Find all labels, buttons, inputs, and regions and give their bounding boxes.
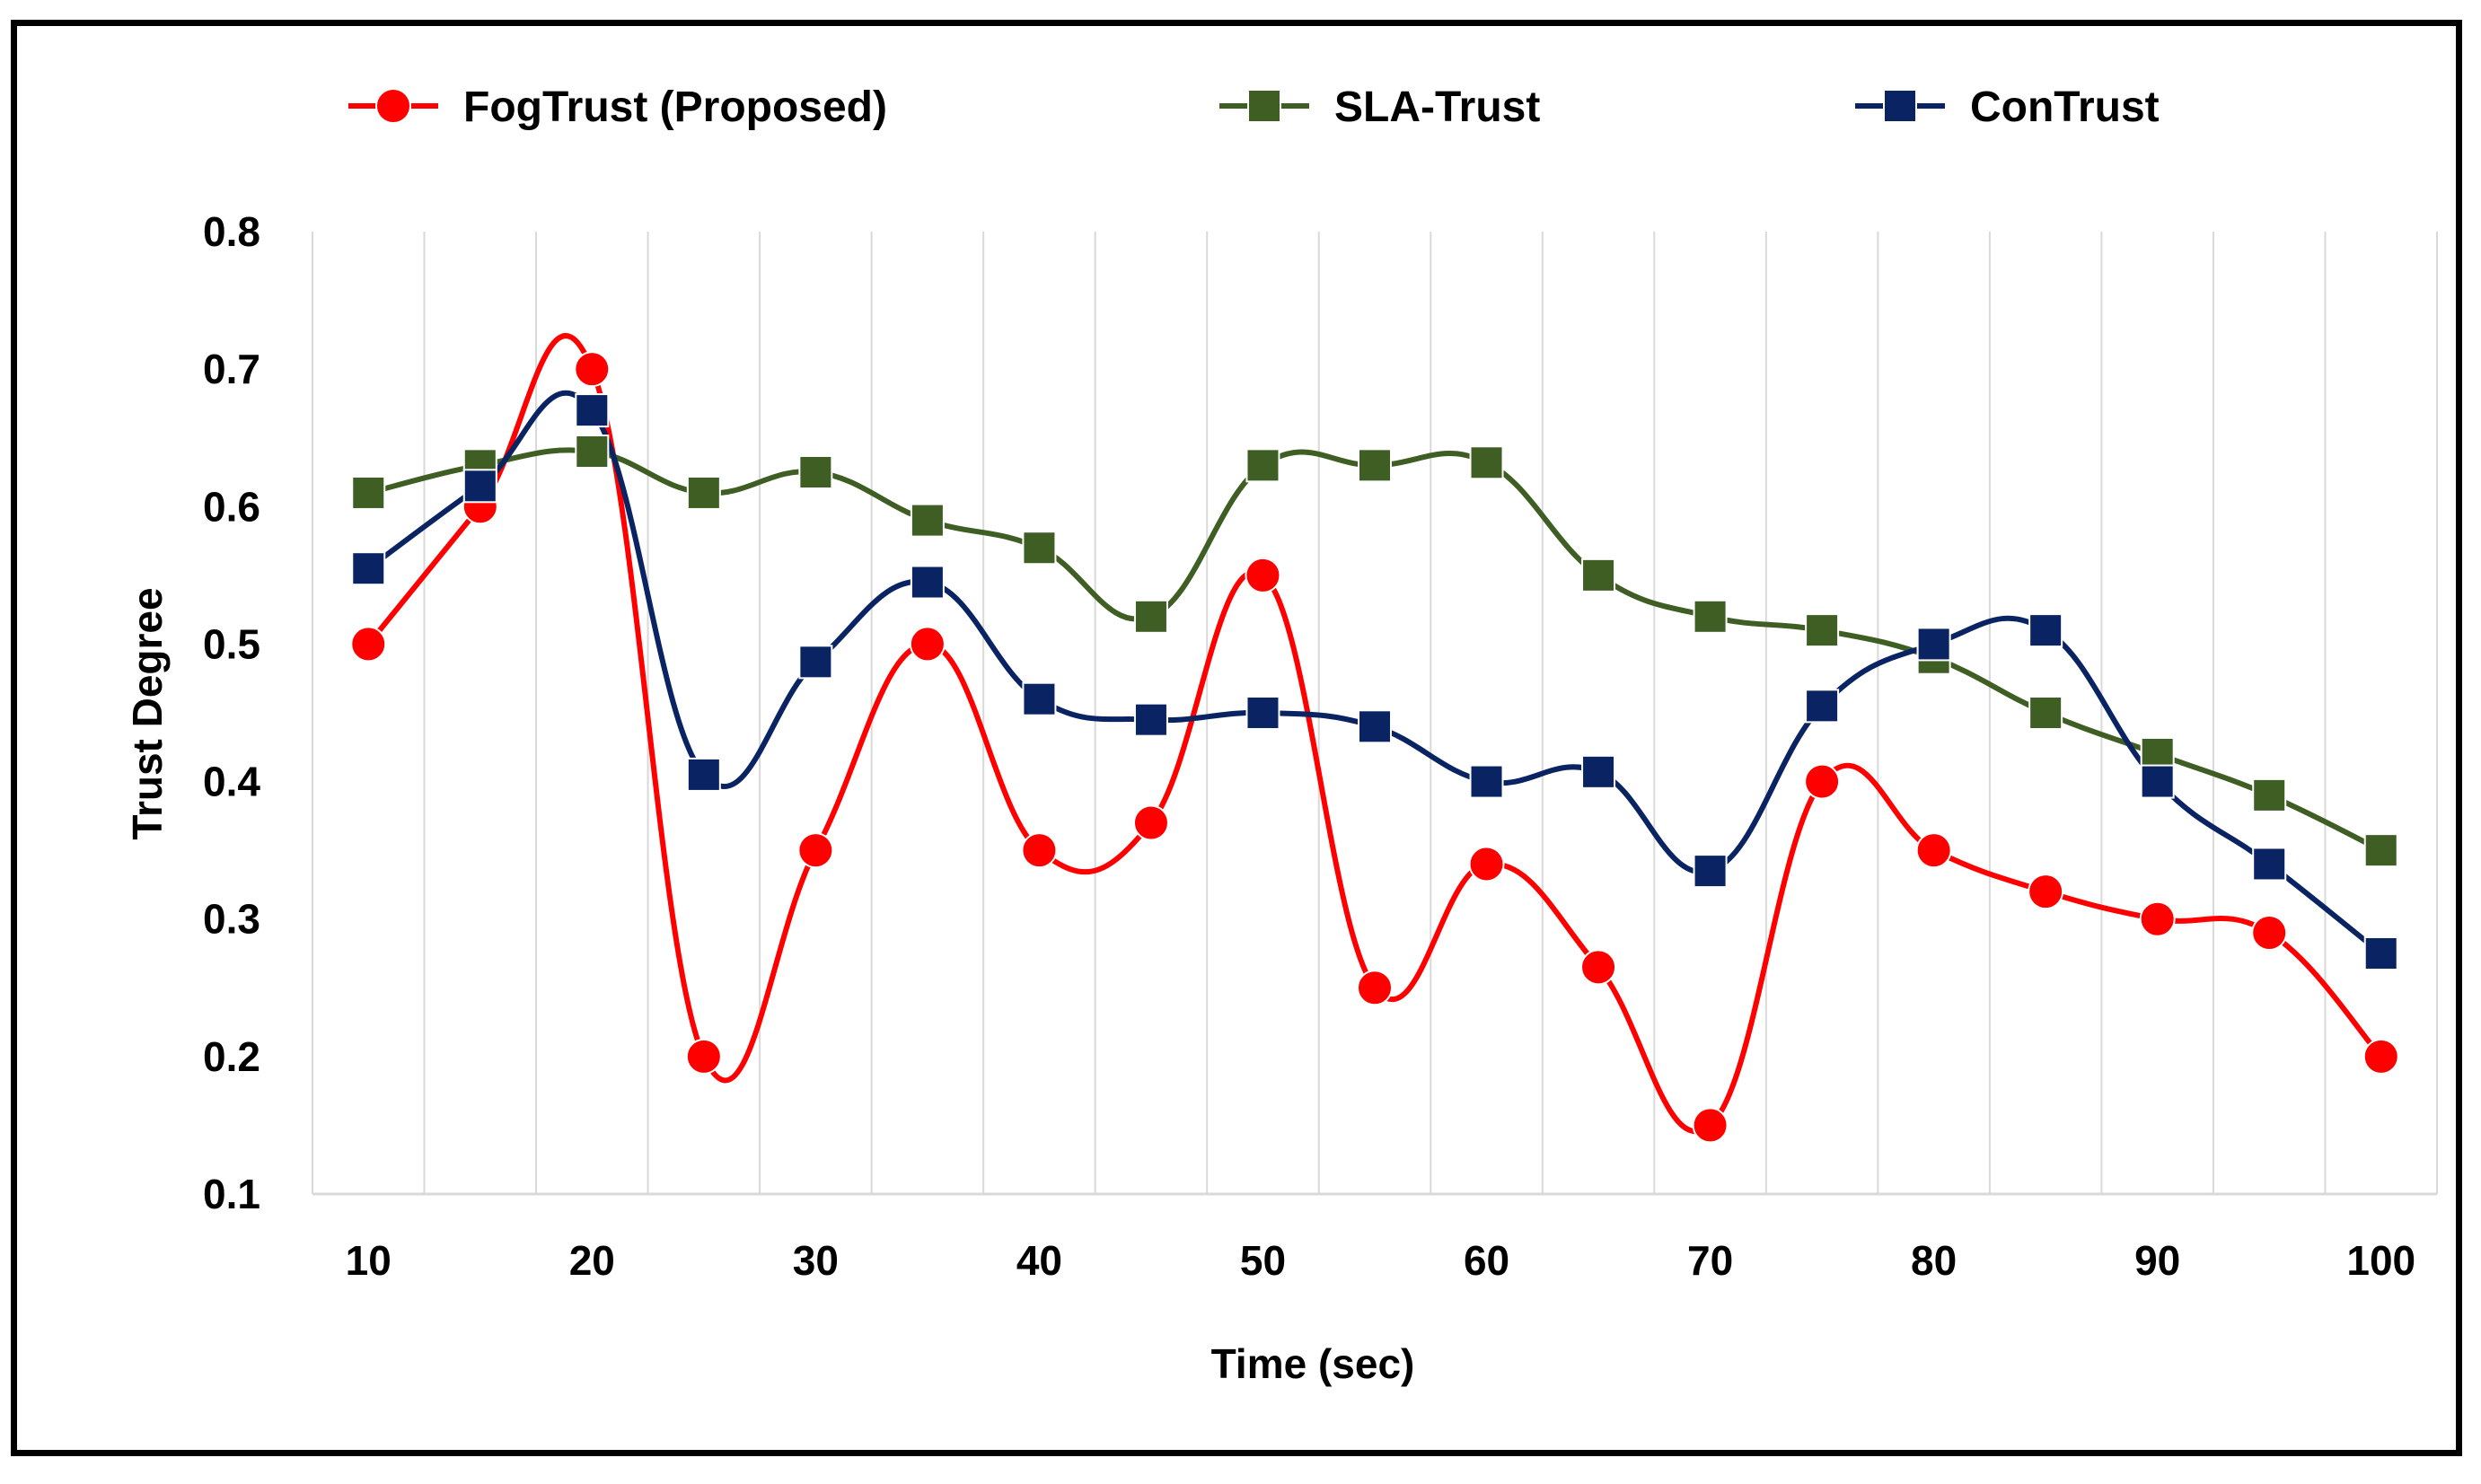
x-tick-label: 100	[2346, 1237, 2415, 1284]
data-point-series-2	[2140, 764, 2175, 799]
data-point-series-1	[575, 435, 610, 470]
data-point-series-1	[2028, 696, 2063, 730]
x-tick-label: 80	[1911, 1237, 1957, 1284]
y-tick-label: 0.7	[203, 346, 260, 392]
y-tick-label: 0.6	[203, 483, 260, 530]
x-tick-label: 60	[1464, 1237, 1509, 1284]
data-point-series-0	[1245, 557, 1281, 593]
data-point-series-2	[1245, 696, 1280, 730]
x-tick-label: 40	[1016, 1237, 1062, 1284]
data-point-series-2	[798, 645, 833, 680]
x-axis-title: Time (sec)	[1211, 1340, 1415, 1387]
x-tick-label: 70	[1687, 1237, 1733, 1284]
data-point-series-2	[575, 393, 610, 428]
x-tick-label: 10	[346, 1237, 392, 1284]
data-point-series-2	[686, 757, 721, 792]
data-point-series-1	[1469, 445, 1504, 480]
data-point-series-1	[686, 475, 721, 510]
axes: 0.1 0.2 0.3 0.4 0.5 0.6 0.7 0.8 10 20 30 40 50 60 70 80…	[203, 208, 2437, 1284]
data-point-series-0	[1021, 832, 1058, 869]
data-point-series-0	[350, 626, 387, 663]
data-point-series-2	[2028, 613, 2063, 648]
data-point-series-2	[1805, 689, 1840, 724]
data-point-series-2	[1022, 681, 1057, 716]
series-line-1	[365, 447, 2384, 854]
y-tick-label: 0.5	[203, 620, 260, 667]
data-point-series-0	[909, 626, 946, 663]
legend-label: ConTrust	[1970, 83, 2160, 131]
legend-label: SLA-Trust	[1334, 83, 1540, 131]
legend-label: FogTrust (Proposed)	[463, 83, 887, 131]
data-point-series-0	[1804, 763, 1841, 800]
data-point-series-0	[574, 351, 611, 388]
data-point-series-1	[798, 455, 833, 489]
data-point-series-0	[1692, 1107, 1729, 1144]
data-point-series-2	[1581, 754, 1616, 789]
data-point-series-1	[351, 475, 386, 510]
data-point-series-2	[1469, 764, 1504, 799]
y-axis-title: Trust Degree	[124, 587, 171, 839]
data-point-series-2	[1916, 627, 1951, 662]
data-point-series-1	[1245, 448, 1280, 483]
data-point-series-2	[910, 565, 945, 600]
data-point-series-2	[1358, 709, 1392, 744]
y-tick-label: 0.2	[203, 1033, 260, 1080]
data-point-series-2	[1693, 854, 1728, 889]
data-point-series-0	[2028, 874, 2064, 910]
y-tick-label: 0.3	[203, 896, 260, 943]
y-tick-label: 0.8	[203, 208, 260, 255]
data-point-series-0	[1468, 846, 1505, 882]
data-point-series-0	[1915, 832, 1952, 869]
series-markers	[350, 351, 2399, 1144]
data-point-series-0	[2251, 915, 2288, 952]
data-point-series-2	[2363, 936, 2398, 970]
data-point-series-1	[2363, 833, 2398, 868]
data-point-series-1	[1581, 558, 1616, 593]
data-point-series-0	[1580, 949, 1617, 986]
legend-marker	[375, 88, 411, 124]
data-point-series-0	[1357, 970, 1393, 1006]
data-point-series-2	[351, 551, 386, 586]
data-point-series-2	[1133, 702, 1168, 737]
data-point-series-1	[1133, 599, 1168, 634]
x-tick-label: 90	[2134, 1237, 2180, 1284]
y-tick-label: 0.4	[203, 759, 260, 805]
data-point-series-1	[1805, 613, 1840, 648]
data-point-series-1	[2252, 777, 2287, 812]
data-point-series-1	[910, 503, 945, 538]
data-point-series-0	[2139, 900, 2176, 937]
data-point-series-0	[685, 1038, 722, 1075]
data-point-series-1	[1358, 448, 1392, 483]
y-tick-label: 0.1	[203, 1171, 260, 1217]
legend-marker	[1883, 89, 1917, 123]
data-point-series-0	[1132, 804, 1169, 841]
legend: FogTrust (Proposed) SLA-Trust ConTrust	[348, 83, 2160, 131]
legend-marker	[1247, 89, 1281, 123]
x-tick-label: 30	[793, 1237, 839, 1284]
data-point-series-1	[1022, 531, 1057, 566]
x-tick-label: 20	[569, 1237, 615, 1284]
data-point-series-1	[1693, 599, 1728, 634]
chart-frame	[11, 20, 2462, 1456]
data-point-series-0	[797, 832, 834, 869]
data-point-series-2	[462, 469, 497, 504]
x-tick-label: 50	[1240, 1237, 1286, 1284]
data-point-series-0	[2362, 1038, 2399, 1075]
data-point-series-2	[2252, 847, 2287, 882]
